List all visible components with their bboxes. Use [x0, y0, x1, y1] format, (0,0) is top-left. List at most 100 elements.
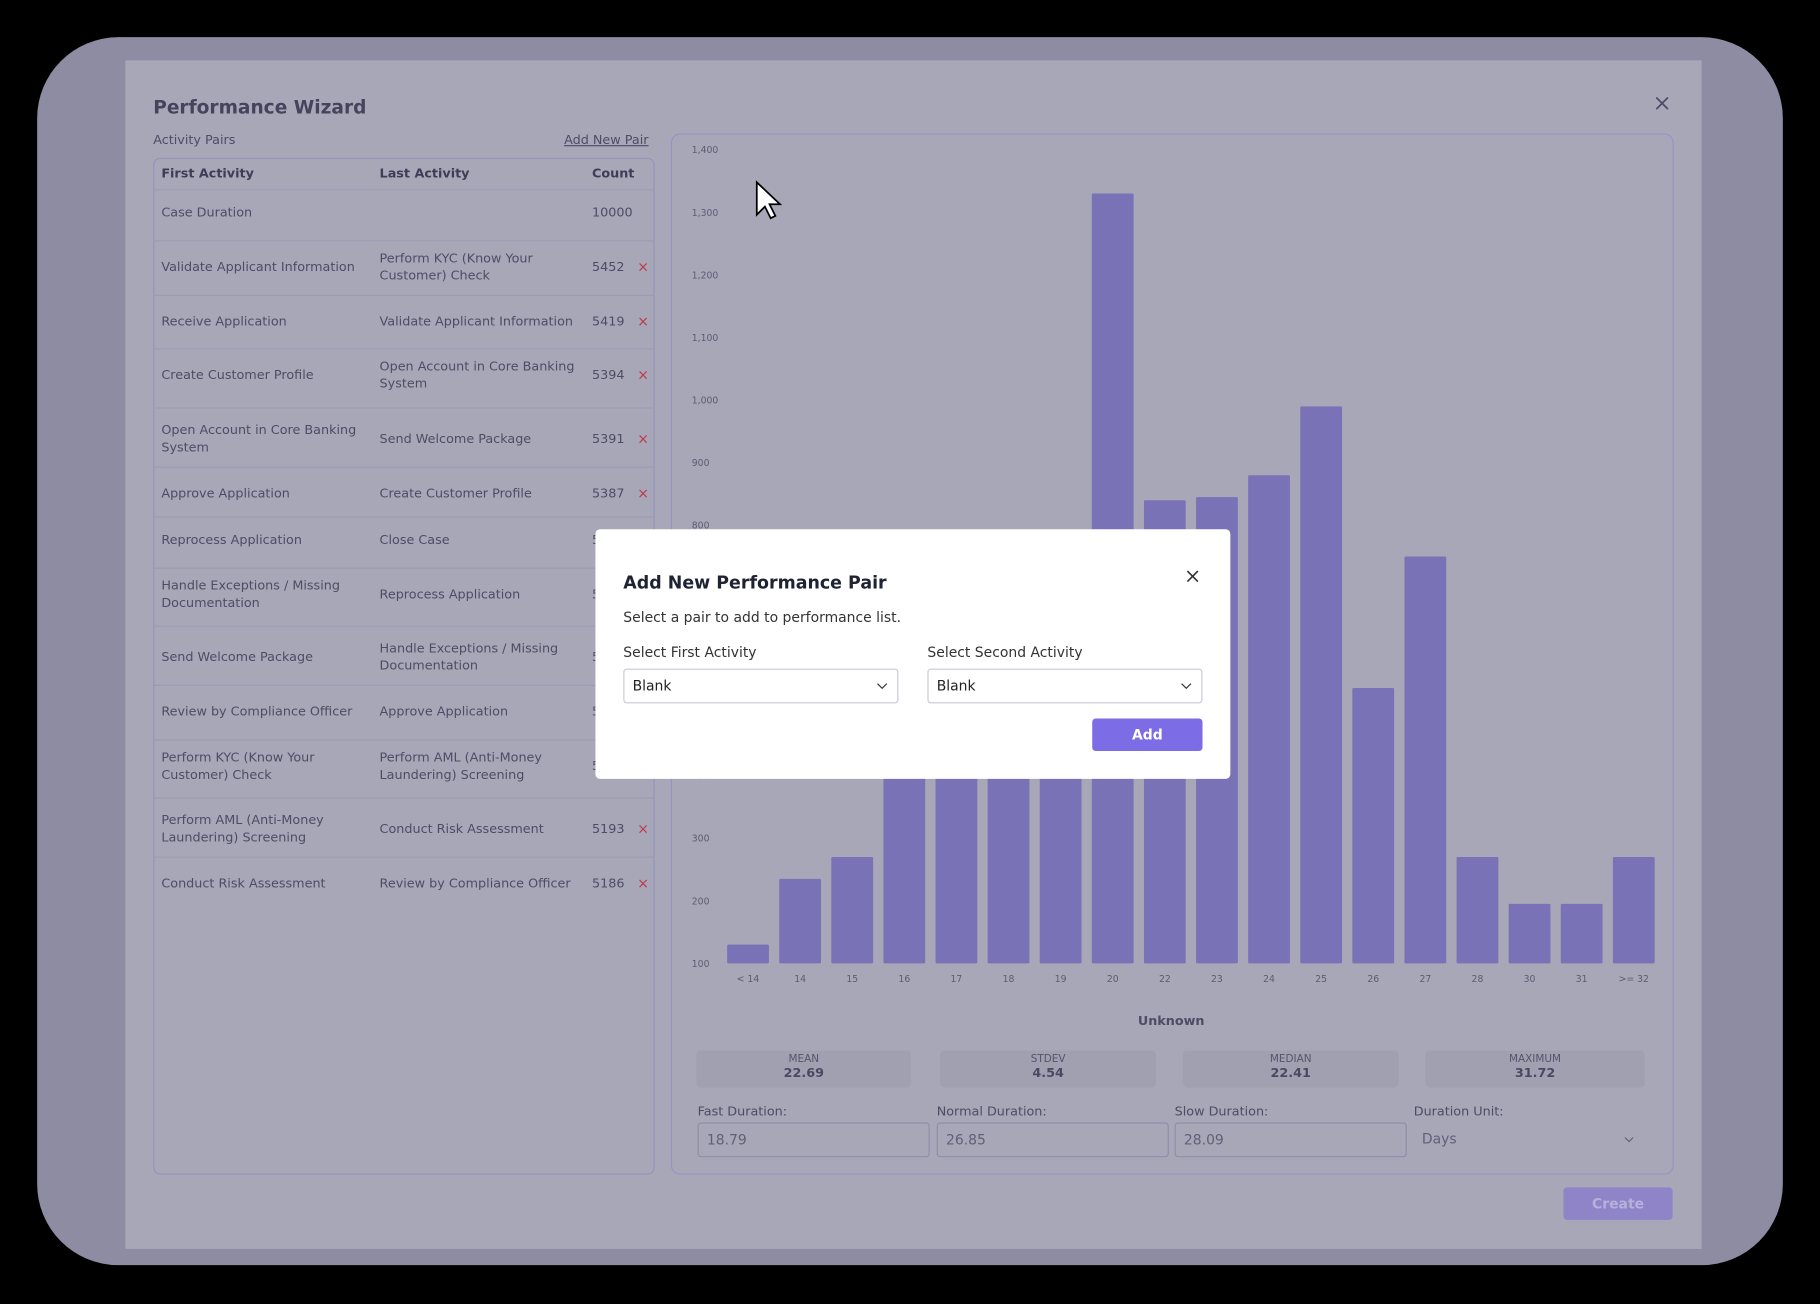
- row-divider: [154, 625, 654, 627]
- add-button[interactable]: Add: [1092, 718, 1203, 751]
- stat-value: 4.54: [1032, 1065, 1064, 1081]
- x-tick-label: 31: [1576, 974, 1588, 985]
- row-divider: [154, 738, 654, 740]
- second-value: Blank: [936, 677, 976, 695]
- remove-pair[interactable]: ×: [637, 820, 649, 837]
- count: 5387: [591, 485, 625, 501]
- column-header: First Activity: [161, 165, 254, 182]
- duration-input[interactable]: 18.79: [697, 1122, 930, 1158]
- row-divider: [154, 239, 654, 241]
- remove-pair[interactable]: ×: [637, 875, 649, 892]
- duration-value: Days: [1421, 1130, 1457, 1147]
- second-label: Select Second Activity: [927, 644, 1083, 661]
- remove-pair[interactable]: ×: [637, 313, 649, 330]
- row-divider: [154, 466, 654, 468]
- count: 5186: [591, 875, 625, 891]
- bar: [1560, 903, 1603, 964]
- last-activity: Review by Compliance Officer: [379, 875, 571, 891]
- x-tick-label: 20: [1107, 974, 1119, 985]
- first-activity: Approve Application: [161, 485, 290, 501]
- x-tick-label: 27: [1419, 974, 1431, 985]
- row-divider: [154, 684, 654, 686]
- stat-box: MAXIMUM 31.72: [1425, 1050, 1645, 1088]
- last-activity: Approve Application: [379, 703, 509, 720]
- x-tick-label: 28: [1472, 974, 1484, 985]
- row-divider: [154, 856, 654, 858]
- add-pair-modal: Add New Performance Pair Select a pair t…: [595, 529, 1231, 779]
- count: 10000: [591, 204, 633, 220]
- first-select[interactable]: Blank: [623, 668, 899, 704]
- x-tick-label: 22: [1159, 974, 1171, 985]
- remove-pair[interactable]: ×: [637, 485, 649, 502]
- y-tick-label: 1,100: [692, 333, 719, 344]
- last-activity: Perform AML (Anti-Money Laundering) Scre…: [379, 749, 542, 783]
- first-activity: Validate Applicant Information: [161, 259, 355, 275]
- bar: [1612, 856, 1655, 964]
- duration-value: 18.79: [706, 1131, 747, 1148]
- remove-pair[interactable]: ×: [637, 366, 649, 384]
- stat-box: MEDIAN 22.41: [1182, 1050, 1399, 1088]
- bar: [1404, 556, 1447, 964]
- last-activity: Send Welcome Package: [379, 431, 532, 447]
- remove-pair[interactable]: ×: [637, 258, 649, 276]
- x-tick-label: 24: [1263, 974, 1275, 985]
- row-divider: [154, 406, 654, 408]
- y-tick-label: 100: [692, 959, 710, 970]
- first-label: Select First Activity: [623, 644, 757, 661]
- first-activity: Conduct Risk Assessment: [161, 875, 326, 891]
- stat-label: MAXIMUM: [1508, 1053, 1562, 1066]
- stat-value: 31.72: [1514, 1065, 1556, 1081]
- x-tick-label: 16: [898, 974, 910, 985]
- first-activity: Reprocess Application: [161, 532, 302, 548]
- y-tick-label: 1,300: [692, 208, 719, 219]
- bar: [1456, 856, 1499, 964]
- stat-box: MEAN 22.69: [696, 1050, 912, 1088]
- x-tick-label: 14: [794, 974, 806, 985]
- x-tick-label: 19: [1055, 974, 1067, 985]
- row-divider: [154, 516, 654, 518]
- add-new-pair-link[interactable]: Add New Pair: [564, 132, 649, 148]
- first-activity: Case Duration: [161, 204, 253, 220]
- row-divider: [154, 567, 654, 569]
- close-modal[interactable]: [1186, 570, 1199, 583]
- count: 5394: [591, 367, 625, 383]
- first-activity: Perform KYC (Know Your Customer) Check: [161, 749, 315, 783]
- last-activity: Handle Exceptions / Missing Documentatio…: [379, 640, 559, 674]
- bar: [1352, 687, 1395, 964]
- column-header: Last Activity: [379, 165, 470, 182]
- last-activity: Reprocess Application: [379, 586, 521, 602]
- remove-pair[interactable]: ×: [637, 430, 649, 447]
- wizard-title: Performance Wizard: [153, 96, 367, 119]
- bar: [1508, 903, 1551, 964]
- stat-label: MEDIAN: [1269, 1053, 1312, 1066]
- stat-label: STDEV: [1030, 1053, 1066, 1066]
- count: 5391: [591, 431, 625, 447]
- y-tick-label: 1,200: [692, 270, 719, 281]
- row-divider: [154, 294, 654, 296]
- y-tick-label: 300: [692, 834, 710, 845]
- column-header: Count: [591, 165, 635, 182]
- stat-label: MEAN: [788, 1053, 820, 1066]
- count: 5193: [591, 821, 625, 837]
- create-button[interactable]: Create: [1563, 1187, 1673, 1220]
- duration-value: 28.09: [1183, 1131, 1224, 1148]
- modal-title: Add New Performance Pair: [623, 572, 887, 594]
- close-wizard[interactable]: [1655, 96, 1669, 110]
- cursor: [755, 180, 783, 220]
- first-activity: Open Account in Core Banking System: [161, 422, 357, 455]
- duration-label: Duration Unit:: [1413, 1103, 1504, 1119]
- y-tick-label: 1,400: [692, 145, 719, 156]
- last-activity: Conduct Risk Assessment: [379, 821, 544, 837]
- chevron: [1624, 1137, 1634, 1143]
- duration-input[interactable]: 26.85: [936, 1122, 1169, 1158]
- x-tick-label: 18: [1003, 974, 1015, 985]
- second-select[interactable]: Blank: [927, 668, 1203, 704]
- x-tick-label: 23: [1211, 974, 1223, 985]
- duration-input[interactable]: 28.09: [1174, 1122, 1407, 1158]
- first-activity: Send Welcome Package: [161, 649, 313, 665]
- bar: [727, 944, 769, 964]
- x-axis-label: Unknown: [1138, 1014, 1205, 1029]
- stat-value: 22.41: [1270, 1065, 1311, 1081]
- duration-input[interactable]: Days: [1414, 1122, 1646, 1157]
